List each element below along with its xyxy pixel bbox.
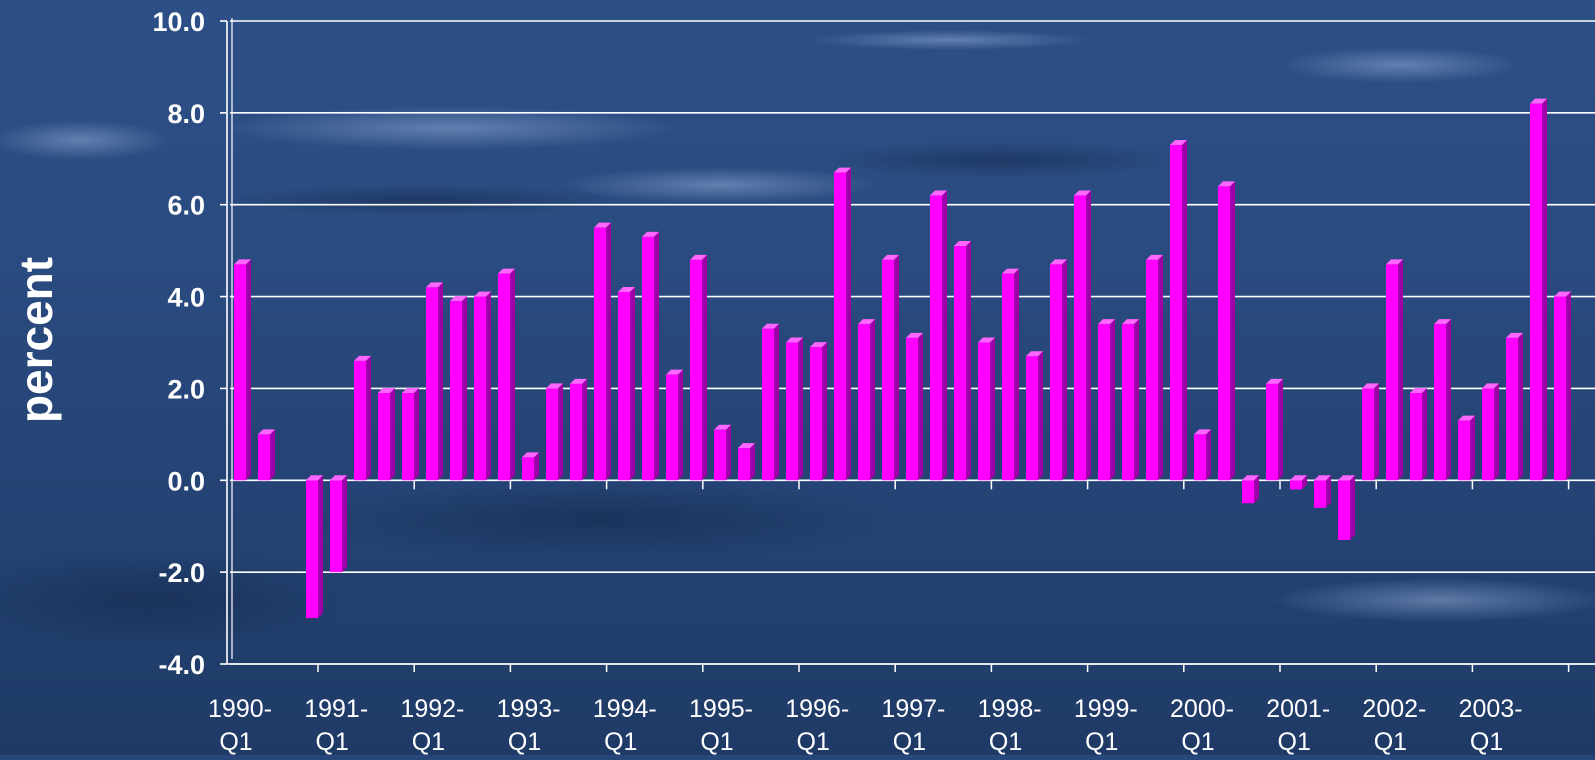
- y-tick-label: -2.0: [158, 558, 205, 588]
- bar: [786, 337, 803, 481]
- bar: [1146, 254, 1163, 481]
- bar: [1290, 475, 1307, 490]
- x-tick-label-year: 2002-: [1362, 695, 1426, 723]
- bar: [354, 355, 371, 481]
- bar: [834, 167, 851, 481]
- bar: [1050, 259, 1067, 481]
- x-tick-label-quarter: Q1: [219, 728, 252, 755]
- bar: [1098, 319, 1115, 481]
- bar: [858, 319, 875, 481]
- bar: [1338, 475, 1355, 540]
- bar: [498, 268, 515, 481]
- bar: [1218, 181, 1235, 481]
- bar: [930, 190, 947, 481]
- bar: [330, 475, 347, 573]
- bar: [1482, 383, 1499, 481]
- bar: [738, 443, 755, 481]
- bar: [1002, 268, 1019, 481]
- bar: [810, 342, 827, 481]
- bar: [306, 475, 323, 619]
- bar: [1026, 351, 1043, 481]
- bar: [618, 286, 635, 481]
- x-tick-label-quarter: Q1: [1470, 728, 1503, 755]
- bar-series: [234, 98, 1571, 619]
- x-tick-label-quarter: Q1: [1085, 728, 1118, 755]
- bar: [594, 222, 611, 481]
- bar: [1458, 415, 1475, 481]
- x-tick-label-year: 2003-: [1459, 695, 1523, 723]
- axes: [220, 18, 1595, 672]
- bar: [1434, 319, 1451, 481]
- x-tick-label-quarter: Q1: [604, 728, 637, 755]
- y-tick-label: -4.0: [158, 650, 205, 680]
- x-tick-label-year: 1999-: [1074, 695, 1138, 723]
- y-tick-label: 6.0: [167, 191, 205, 221]
- bar: [1074, 190, 1091, 481]
- x-tick-label-year: 1996-: [785, 695, 849, 723]
- bar: [522, 452, 539, 481]
- x-tick-label-year: 1991-: [304, 695, 368, 723]
- bar: [1314, 475, 1331, 508]
- bar: [978, 337, 995, 481]
- bar: [234, 259, 251, 481]
- bar: [546, 383, 563, 481]
- bar: [1122, 319, 1139, 481]
- x-tick-label-quarter: Q1: [1374, 728, 1407, 755]
- x-tick-label-quarter: Q1: [989, 728, 1022, 755]
- x-tick-label-quarter: Q1: [316, 728, 349, 755]
- x-tick-label-quarter: Q1: [797, 728, 830, 755]
- x-tick-label-quarter: Q1: [412, 728, 445, 755]
- bar: [714, 424, 731, 481]
- bar: [906, 332, 923, 481]
- bar: [690, 254, 707, 481]
- y-tick-labels: 10.0 8.0 6.0 4.0 2.0 0.0 -2.0 -4.0: [152, 7, 205, 680]
- bar: [474, 291, 491, 481]
- y-axis-label: percent: [10, 257, 62, 423]
- bar: [642, 231, 659, 481]
- bar: [258, 429, 275, 481]
- x-tick-label-year: 2001-: [1266, 695, 1330, 723]
- x-tick-label-year: 2000-: [1170, 695, 1234, 723]
- x-tick-label-quarter: Q1: [1278, 728, 1311, 755]
- bar: [1410, 388, 1427, 481]
- x-tick-label-quarter: Q1: [1181, 728, 1214, 755]
- bar: [1194, 429, 1211, 481]
- bar: [1386, 259, 1403, 481]
- bar: [1506, 332, 1523, 481]
- x-tick-label-year: 1993-: [497, 695, 561, 723]
- bar: [882, 254, 899, 481]
- y-tick-label: 8.0: [167, 99, 205, 129]
- bar: [1266, 378, 1283, 481]
- x-tick-label-year: 1994-: [593, 695, 657, 723]
- y-tick-label: 0.0: [167, 466, 205, 496]
- y-tick-label: 2.0: [167, 374, 205, 404]
- y-tick-label: 10.0: [152, 7, 205, 37]
- bar: [762, 323, 779, 481]
- bar: [1362, 383, 1379, 481]
- bar: [1530, 98, 1547, 481]
- x-tick-label-year: 1998-: [978, 695, 1042, 723]
- x-tick-label-year: 1992-: [400, 695, 464, 723]
- bar: [1242, 475, 1259, 504]
- bar: [402, 388, 419, 481]
- bar: [954, 241, 971, 481]
- bar: [426, 282, 443, 481]
- x-tick-labels: 1990- Q1 1991- Q1 1992- Q1 1993- Q1 1994- Q1 1995-…: [208, 695, 1523, 756]
- bar: [1554, 291, 1571, 481]
- bar: [570, 378, 587, 481]
- bar: [378, 388, 395, 481]
- bar: [666, 369, 683, 481]
- x-tick-label-quarter: Q1: [700, 728, 733, 755]
- x-tick-label-year: 1995-: [689, 695, 753, 723]
- x-tick-label-year: 1990-: [208, 695, 272, 723]
- x-tick-label-quarter: Q1: [893, 728, 926, 755]
- x-tick-label-year: 1997-: [881, 695, 945, 723]
- bar: [1170, 140, 1187, 481]
- y-tick-label: 4.0: [167, 283, 205, 313]
- bar: [450, 296, 467, 481]
- x-tick-label-quarter: Q1: [508, 728, 541, 755]
